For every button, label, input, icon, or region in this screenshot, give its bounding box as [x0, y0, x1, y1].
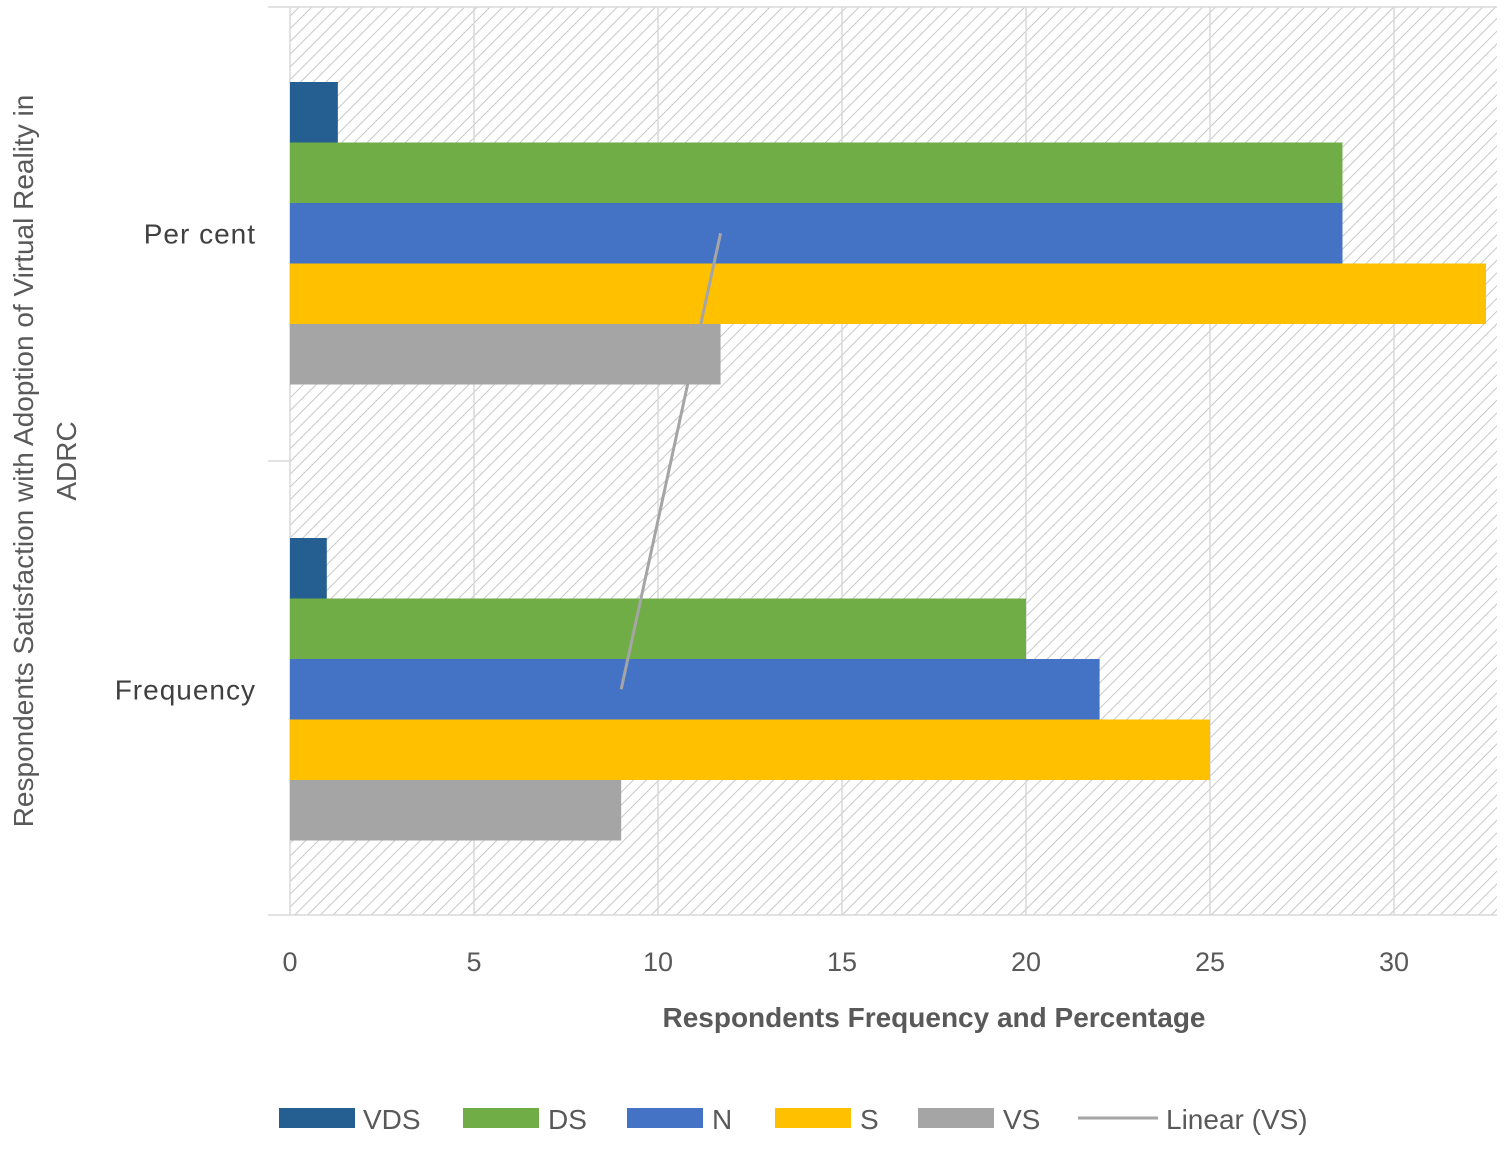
legend: VDS DS N S VS Linear (VS): [279, 1104, 1308, 1135]
legend-item-s: S: [775, 1104, 879, 1135]
x-tick-labels: 0 5 10 15 20 25 30: [282, 947, 1409, 977]
x-tick-label: 30: [1379, 947, 1409, 977]
x-tick-label: 10: [643, 947, 673, 977]
bar-s-per-cent: [290, 263, 1486, 324]
bar-ds-per-cent: [290, 142, 1343, 203]
legend-swatch-vs: [918, 1108, 994, 1128]
legend-item-vs: VS: [918, 1104, 1040, 1135]
bar-vs-per-cent: [290, 324, 721, 385]
legend-swatch-vds: [279, 1108, 355, 1128]
bar-vs-frequency: [290, 780, 622, 841]
y-axis-title-line-1: Respondents Satisfaction with Adoption o…: [8, 95, 39, 828]
bar-vds-frequency: [290, 538, 327, 599]
x-tick-label: 5: [466, 947, 481, 977]
legend-item-n: N: [627, 1104, 732, 1135]
trendline-linear-vs: [619, 232, 723, 690]
bar-n-frequency: [290, 659, 1100, 720]
y-category-labels: Frequency Per cent: [115, 218, 256, 705]
x-tick-label: 0: [282, 947, 297, 977]
legend-item-ds: DS: [463, 1104, 587, 1135]
bar-s-frequency: [290, 719, 1210, 780]
legend-label: VS: [1003, 1104, 1040, 1135]
x-tick-label: 25: [1195, 947, 1225, 977]
legend-item-linear-vs: Linear (VS): [1078, 1104, 1308, 1135]
legend-swatch-ds: [463, 1108, 539, 1128]
x-tick-label: 15: [827, 947, 857, 977]
category-label: Per cent: [144, 218, 256, 249]
legend-swatch-s: [775, 1108, 851, 1128]
legend-label: N: [712, 1104, 732, 1135]
bar-n-per-cent: [290, 203, 1343, 264]
bars: [290, 82, 1486, 841]
legend-label: VDS: [363, 1104, 421, 1135]
legend-swatch-n: [627, 1108, 703, 1128]
legend-label: S: [860, 1104, 879, 1135]
trendline-group: [619, 232, 723, 690]
bar-ds-frequency: [290, 598, 1026, 659]
x-axis-title: Respondents Frequency and Percentage: [662, 1002, 1205, 1033]
y-axis-title: Respondents Satisfaction with Adoption o…: [8, 95, 82, 828]
legend-label: Linear (VS): [1166, 1104, 1308, 1135]
bar-vds-per-cent: [290, 82, 338, 143]
y-axis-title-line-2: ADRC: [51, 421, 82, 500]
category-label: Frequency: [115, 674, 256, 705]
legend-label: DS: [548, 1104, 587, 1135]
legend-item-vds: VDS: [279, 1104, 421, 1135]
x-tick-label: 20: [1011, 947, 1041, 977]
